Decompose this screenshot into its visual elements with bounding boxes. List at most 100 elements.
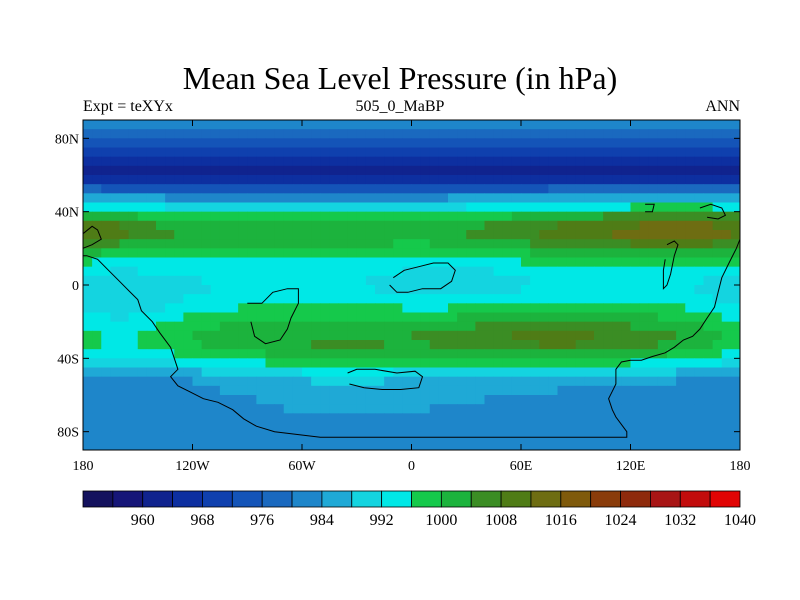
field-cell (256, 184, 266, 194)
field-cell (229, 211, 239, 222)
field-cell (393, 330, 403, 341)
field-cell (676, 413, 686, 423)
field-cell (375, 285, 385, 295)
field-cell (612, 184, 622, 194)
field-cell (484, 129, 495, 139)
field-cell (110, 321, 120, 332)
y-tick-label: 0 (72, 279, 79, 294)
field-cell (457, 413, 467, 423)
field-cell (502, 358, 513, 368)
field-cell (174, 193, 184, 203)
field-cell (283, 275, 294, 286)
field-cell (238, 321, 248, 332)
field-cell (639, 422, 650, 433)
field-cell (621, 431, 631, 442)
field-cell (575, 340, 586, 350)
field-cell (694, 120, 704, 130)
field-cell (283, 202, 294, 213)
field-cell (685, 220, 695, 231)
field-cell (302, 193, 312, 203)
field-cell (165, 156, 175, 167)
field-cell (393, 285, 403, 295)
period-label: 505_0_MaBP (355, 98, 445, 115)
field-cell (384, 440, 394, 450)
field-cell (584, 202, 595, 213)
field-cell (411, 202, 422, 213)
field-cell (584, 395, 595, 405)
field-cell (110, 294, 120, 304)
field-cell (375, 220, 385, 231)
field-cell (356, 239, 367, 249)
field-cell (165, 193, 175, 203)
field-cell (311, 175, 321, 185)
field-cell (712, 230, 723, 240)
field-cell (292, 367, 303, 378)
field-cell (429, 202, 440, 213)
field-cell (247, 330, 257, 341)
field-cell (457, 294, 467, 304)
field-cell (621, 376, 631, 387)
field-cell (685, 312, 695, 323)
field-cell (365, 376, 376, 387)
field-cell (557, 138, 568, 148)
field-cell (110, 413, 120, 423)
field-cell (393, 147, 403, 158)
field-cell (393, 303, 403, 313)
field-cell (274, 395, 285, 405)
field-cell (183, 220, 193, 231)
field-cell (265, 129, 276, 139)
field-cell (183, 120, 193, 130)
field-cell (110, 175, 120, 185)
field-cell (146, 431, 157, 442)
field-cell (347, 248, 358, 258)
field-cell (612, 303, 622, 313)
field-cell (539, 294, 549, 304)
field-cell (457, 175, 467, 185)
field-cell (365, 211, 376, 222)
field-cell (229, 138, 239, 148)
field-cell (557, 294, 568, 304)
field-cell (530, 257, 540, 268)
field-cell (694, 395, 704, 405)
field-cell (165, 257, 175, 268)
field-cell (302, 156, 312, 167)
field-cell (438, 165, 449, 176)
field-cell (712, 330, 723, 341)
field-cell (384, 175, 394, 185)
field-cell (247, 239, 257, 249)
field-cell (347, 230, 358, 240)
field-cell (356, 248, 367, 258)
field-cell (639, 358, 650, 368)
field-cell (92, 129, 102, 139)
field-cell (393, 294, 403, 304)
field-cell (493, 138, 504, 148)
field-cell (730, 156, 740, 167)
field-cell (457, 193, 467, 203)
field-cell (402, 422, 412, 433)
field-cell (265, 184, 276, 194)
field-cell (375, 349, 385, 359)
field-cell (411, 340, 422, 350)
field-cell (712, 129, 723, 139)
field-cell (730, 193, 740, 203)
x-tick-label: 180 (73, 459, 94, 474)
field-cell (229, 321, 239, 332)
field-cell (174, 248, 184, 258)
coastline (347, 368, 424, 390)
field-cell (667, 330, 677, 341)
field-cell (128, 385, 139, 396)
field-cell (229, 376, 239, 387)
field-cell (201, 385, 212, 396)
field-cell (639, 367, 650, 378)
field-cell (101, 431, 111, 442)
field-cell (548, 358, 558, 368)
field-cell (521, 349, 531, 359)
field-cell (721, 147, 732, 158)
field-cell (219, 376, 230, 387)
field-cell (146, 385, 157, 396)
field-cell (238, 431, 248, 442)
field-cell (685, 367, 695, 378)
field-cell (438, 230, 449, 240)
field-cell (229, 303, 239, 313)
field-cell (365, 431, 376, 442)
